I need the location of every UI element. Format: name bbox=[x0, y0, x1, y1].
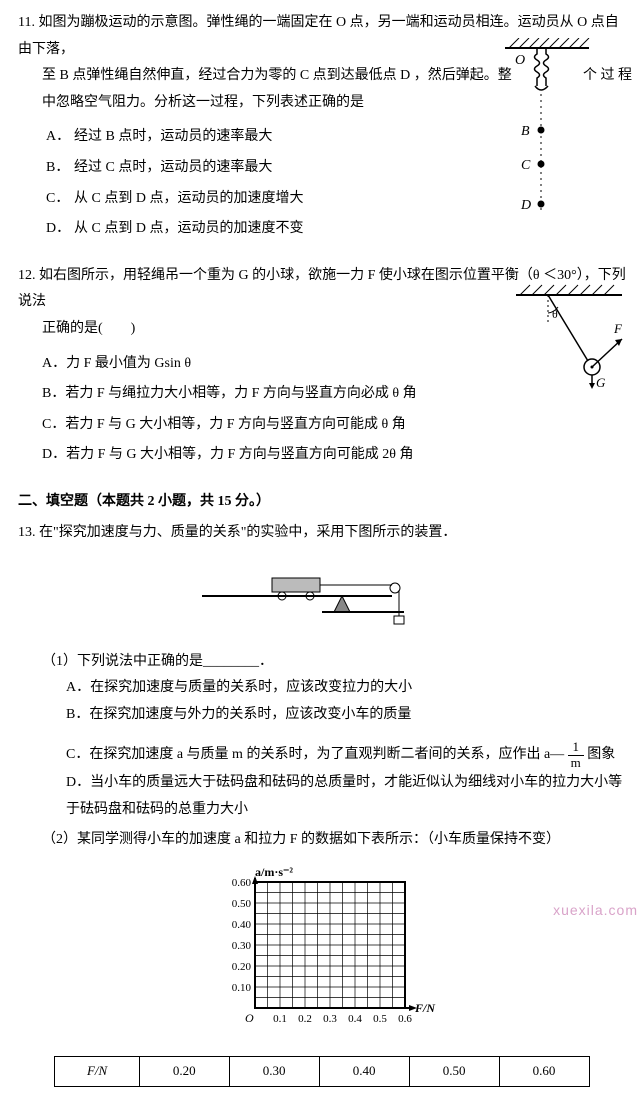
q13-opt-c: C．在探究加速度 a 与质量 m 的关系时，为了直观判断二者间的关系，应作出 a… bbox=[66, 740, 626, 770]
svg-text:F/N: F/N bbox=[414, 1001, 436, 1015]
svg-text:0.3: 0.3 bbox=[323, 1013, 337, 1025]
svg-text:0.2: 0.2 bbox=[298, 1013, 312, 1025]
q13-opt-b: B．在探究加速度与外力的关系时，应该改变小车的质量 bbox=[66, 702, 626, 729]
svg-text:O: O bbox=[245, 1011, 254, 1025]
q11-diagram: O B C D bbox=[497, 38, 592, 227]
table-row: F/N 0.20 0.30 0.40 0.50 0.60 bbox=[55, 1057, 589, 1087]
svg-text:0.4: 0.4 bbox=[348, 1013, 362, 1025]
table-header: F/N bbox=[55, 1057, 139, 1087]
q13-grid-chart: a/m·s⁻² 0.10 0.20 0.30 0.40 0.50 0.60 0.1 0.2 0… bbox=[18, 864, 626, 1047]
q13-opt-a: A．在探究加速度与质量的关系时，应该改变拉力的大小 bbox=[66, 675, 626, 702]
cart-track-apparatus-icon bbox=[192, 556, 452, 628]
svg-text:O: O bbox=[515, 53, 525, 68]
svg-text:a/m·s⁻²: a/m·s⁻² bbox=[255, 865, 293, 879]
svg-text:G: G bbox=[596, 375, 606, 390]
q12-number: 12. bbox=[18, 268, 36, 283]
q13-number: 13. bbox=[18, 525, 36, 540]
q13-part2: （2）某同学测得小车的加速度 a 和拉力 F 的数据如下表所示：（小车质量保持不… bbox=[42, 827, 626, 854]
bungee-diagram-icon: O B C D bbox=[497, 38, 592, 216]
q13-opt-d: D．当小车的质量远大于砝码盘和砝码的总质量时，才能近似认为细线对小车的拉力大小等… bbox=[66, 770, 626, 823]
fraction-1-over-m: 1m bbox=[568, 740, 584, 770]
svg-text:0.5: 0.5 bbox=[373, 1013, 387, 1025]
svg-text:0.30: 0.30 bbox=[232, 940, 252, 952]
svg-text:0.40: 0.40 bbox=[232, 919, 252, 931]
q13-data-table: F/N 0.20 0.30 0.40 0.50 0.60 bbox=[54, 1056, 589, 1087]
svg-text:0.50: 0.50 bbox=[232, 898, 252, 910]
q12-option-c: C．若力 F 与 G 大小相等，力 F 方向与竖直方向可能成 θ 角 bbox=[42, 412, 626, 439]
svg-text:B: B bbox=[521, 124, 530, 139]
question-11: 11. 如图为蹦极运动的示意图。弹性绳的一端固定在 O 点，另一端和运动员相连。… bbox=[18, 10, 626, 243]
ball-force-diagram-icon: θ F G bbox=[506, 283, 626, 393]
svg-text:C: C bbox=[521, 158, 531, 173]
q12-diagram: θ F G bbox=[506, 283, 626, 404]
svg-text:0.10: 0.10 bbox=[232, 982, 252, 994]
q13-part1-options: A．在探究加速度与质量的关系时，应该改变拉力的大小 B．在探究加速度与外力的关系… bbox=[66, 675, 626, 823]
svg-text:0.60: 0.60 bbox=[232, 877, 252, 889]
q12-option-d: D．若力 F 与 G 大小相等，力 F 方向与竖直方向可能成 2θ 角 bbox=[42, 442, 626, 469]
svg-text:0.6: 0.6 bbox=[398, 1013, 412, 1025]
section-2-title: 二、填空题（本题共 2 小题，共 15 分。） bbox=[18, 489, 626, 516]
grid-chart-icon: a/m·s⁻² 0.10 0.20 0.30 0.40 0.50 0.60 0.1 0.2 0… bbox=[207, 864, 437, 1036]
question-13: 13. 在"探究加速度与力、质量的关系"的实验中，采用下图所示的装置． （1）下… bbox=[18, 520, 626, 1088]
watermark: xuexila.com bbox=[553, 897, 638, 924]
q13-part1: （1）下列说法中正确的是________． bbox=[42, 649, 626, 676]
q11-number: 11. bbox=[18, 15, 35, 30]
q13-apparatus-diagram bbox=[18, 556, 626, 639]
question-12: 12. 如右图所示，用轻绳吊一个重为 G 的小球，欲施一力 F 使小球在图示位置… bbox=[18, 263, 626, 469]
svg-text:0.1: 0.1 bbox=[273, 1013, 287, 1025]
svg-text:0.20: 0.20 bbox=[232, 961, 252, 973]
svg-text:F: F bbox=[613, 321, 623, 336]
q13-stem: 在"探究加速度与力、质量的关系"的实验中，采用下图所示的装置． bbox=[39, 525, 456, 540]
svg-text:D: D bbox=[520, 198, 531, 213]
